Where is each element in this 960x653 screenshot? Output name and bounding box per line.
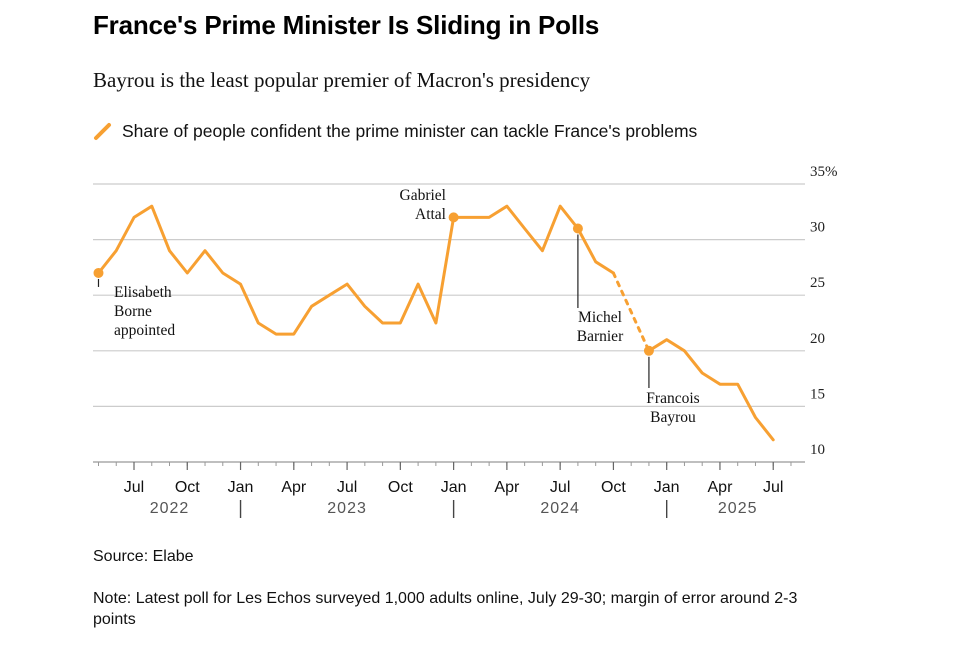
year-label: 2025 <box>718 500 758 517</box>
legend: Share of people confident the prime mini… <box>93 119 697 143</box>
y-tick-label: 30 <box>810 220 825 236</box>
x-tick-label: Oct <box>388 479 413 496</box>
series-line-dashed <box>611 271 651 353</box>
x-tick-label: Jul <box>550 479 570 496</box>
x-tick-label: Apr <box>281 479 307 496</box>
annotations: Elisabeth Borne appointed Gabriel Attal Miche… <box>93 187 700 426</box>
x-axis: Jul Oct Jan Apr Jul Oct Jan Apr Jul Oct Jan Apr Jul 2… <box>97 462 792 518</box>
x-tick-label: Jul <box>124 479 144 496</box>
y-axis-ticks: 10 15 20 25 30 35% <box>810 164 838 458</box>
annotation-label: Michel <box>578 309 622 326</box>
x-tick-label: Oct <box>601 479 626 496</box>
footnote: Note: Latest poll for Les Echos surveyed… <box>93 590 798 628</box>
series-line-segment <box>647 338 775 442</box>
legend-label: Share of people confident the prime mini… <box>122 120 698 141</box>
y-tick-label: 20 <box>810 331 825 347</box>
annotation-marker <box>93 267 104 278</box>
annotation-label: Bayrou <box>650 409 696 426</box>
x-tick-label: Jan <box>228 479 254 496</box>
y-tick-label: 25 <box>810 275 825 291</box>
chart-subtitle: Bayrou is the least popular premier of M… <box>93 68 591 92</box>
annotation-label: Borne <box>114 303 152 320</box>
x-tick-label: Oct <box>175 479 200 496</box>
annotation-marker <box>643 345 654 356</box>
chart-title: France's Prime Minister Is Sliding in Po… <box>93 10 600 40</box>
annotation-label: Gabriel <box>400 187 446 204</box>
annotation-label: Barnier <box>577 328 624 345</box>
grid-lines <box>93 183 805 463</box>
series-line <box>97 204 775 442</box>
year-label: 2024 <box>540 500 580 517</box>
year-label: 2023 <box>327 500 367 517</box>
y-tick-label: 35% <box>810 164 838 180</box>
x-tick-label: Jul <box>763 479 783 496</box>
annotation-label: Francois <box>646 390 699 407</box>
source-note: Source: Elabe <box>93 548 194 565</box>
series-line-segment <box>97 204 615 336</box>
y-tick-label: 15 <box>810 386 825 402</box>
annotation-label: Attal <box>415 206 446 223</box>
y-tick-label: 10 <box>810 442 825 458</box>
x-tick-label: Apr <box>494 479 520 496</box>
annotation-label: appointed <box>114 322 175 339</box>
x-tick-label: Jan <box>441 479 467 496</box>
annotation-marker <box>448 212 459 223</box>
year-label: 2022 <box>150 500 190 517</box>
x-tick-label: Apr <box>708 479 734 496</box>
legend-swatch-icon <box>94 123 111 140</box>
annotation-label: Elisabeth <box>114 284 172 301</box>
annotation-marker <box>572 223 583 234</box>
x-tick-label: Jan <box>654 479 680 496</box>
x-tick-label: Jul <box>337 479 357 496</box>
